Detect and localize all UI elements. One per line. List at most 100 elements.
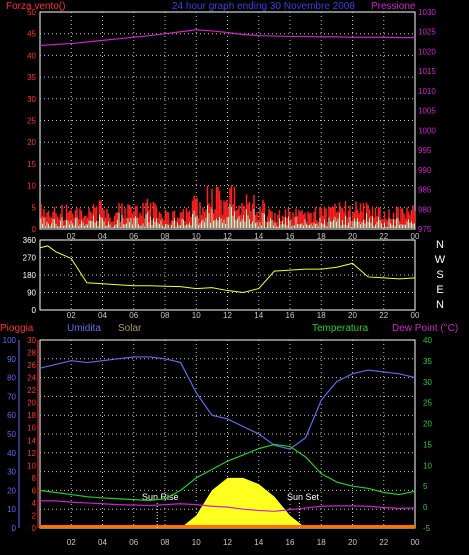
bottom-x-tick-label: 12 bbox=[223, 538, 232, 547]
rain-tick-label: 24 bbox=[27, 374, 36, 383]
mid-x-tick-label: 18 bbox=[317, 311, 326, 320]
top-x-tick-label: 10 bbox=[192, 232, 201, 241]
pressure-tick-label: 985 bbox=[418, 186, 432, 195]
rain-tick-label: 4 bbox=[32, 499, 37, 508]
solar-area bbox=[40, 477, 415, 528]
bottom-x-tick-label: 22 bbox=[379, 538, 388, 547]
bottom-x-tick-label: 20 bbox=[348, 538, 357, 547]
top-x-tick-label: 20 bbox=[348, 232, 357, 241]
bottom-x-tick-label: 06 bbox=[129, 538, 138, 547]
humidity-tick-label: 80 bbox=[7, 374, 16, 383]
wind-tick-label: 0 bbox=[32, 225, 37, 234]
wind-title: Forza vento() bbox=[6, 1, 65, 12]
series-line-temperatura bbox=[39, 443, 416, 502]
wind-tick-label: 10 bbox=[27, 182, 36, 191]
wind-tick-label: 35 bbox=[27, 73, 36, 82]
direction-tick-label: 270 bbox=[23, 254, 37, 263]
pressure-tick-label: 990 bbox=[418, 166, 432, 175]
pressure-tick-label: 980 bbox=[418, 205, 432, 214]
chart-title: 24 hour graph ending 30 Novembre 2008 bbox=[172, 1, 355, 12]
humidity-label: Umidita bbox=[67, 323, 101, 334]
compass-label: W bbox=[435, 254, 446, 266]
wind-tick-label: 40 bbox=[27, 51, 36, 60]
solar-label: Solar bbox=[118, 323, 142, 334]
bottom-x-tick-label: 18 bbox=[317, 538, 326, 547]
mid-x-tick-label: 12 bbox=[223, 311, 232, 320]
mid-x-tick-label: 00 bbox=[411, 311, 420, 320]
compass-label: N bbox=[436, 299, 444, 311]
top-x-tick-label: 12 bbox=[223, 232, 232, 241]
wind-tick-label: 45 bbox=[27, 30, 36, 39]
pressure-tick-label: 995 bbox=[418, 146, 432, 155]
wind-tick-label: 5 bbox=[32, 203, 37, 212]
rain-tick-label: 6 bbox=[32, 486, 37, 495]
compass-label: E bbox=[436, 284, 443, 296]
pressure-tick-label: 1020 bbox=[418, 47, 436, 56]
mid-x-tick-label: 16 bbox=[286, 311, 295, 320]
bottom-x-tick-label: 16 bbox=[286, 538, 295, 547]
direction-tick-label: 180 bbox=[23, 271, 37, 280]
pressure-tick-label: 1030 bbox=[418, 8, 436, 17]
top-panel: Forza vento() 24 hour graph ending 30 No… bbox=[6, 1, 416, 230]
rain-tick-label: 2 bbox=[32, 511, 37, 520]
humidity-tick-label: 60 bbox=[7, 411, 16, 420]
compass-label: N bbox=[436, 239, 444, 251]
bottom-x-tick-label: 02 bbox=[67, 538, 76, 547]
humidity-tick-label: 0 bbox=[12, 524, 17, 533]
direction-tick-label: 0 bbox=[32, 306, 37, 315]
top-x-tick-label: 22 bbox=[379, 232, 388, 241]
rain-tick-label: 30 bbox=[27, 336, 36, 345]
temperature-tick-label: 30 bbox=[423, 378, 432, 387]
pressure-title: Pressione bbox=[371, 1, 416, 12]
temperature-tick-label: -5 bbox=[423, 524, 431, 533]
mid-x-tick-label: 06 bbox=[129, 311, 138, 320]
wind-speed-series bbox=[40, 184, 416, 228]
pressure-tick-label: 1025 bbox=[418, 28, 436, 37]
temperature-tick-label: 0 bbox=[423, 503, 428, 512]
temperature-tick-label: 5 bbox=[423, 482, 428, 491]
top-x-tick-label: 00 bbox=[411, 232, 420, 241]
wind-direction-line bbox=[39, 245, 416, 294]
rain-tick-label: 8 bbox=[32, 474, 37, 483]
sunset-label: Sun Set bbox=[287, 492, 320, 502]
rain-tick-label: 10 bbox=[27, 461, 36, 470]
direction-tick-label: 90 bbox=[27, 289, 36, 298]
wind-tick-label: 30 bbox=[27, 95, 36, 104]
humidity-tick-label: 70 bbox=[7, 392, 16, 401]
temperature-tick-label: 15 bbox=[423, 440, 432, 449]
bottom-x-tick-label: 14 bbox=[254, 538, 263, 547]
rain-label: Pioggia bbox=[0, 323, 34, 334]
sunrise-label: Sun Rise bbox=[142, 492, 179, 502]
top-x-tick-label: 04 bbox=[98, 232, 107, 241]
top-x-tick-label: 06 bbox=[129, 232, 138, 241]
bottom-x-tick-label: 04 bbox=[98, 538, 107, 547]
humidity-tick-label: 30 bbox=[7, 468, 16, 477]
mid-x-tick-label: 14 bbox=[254, 311, 263, 320]
pressure-tick-label: 1000 bbox=[418, 126, 436, 135]
bottom-x-tick-label: 08 bbox=[161, 538, 170, 547]
rain-tick-label: 16 bbox=[27, 424, 36, 433]
temperature-label: Temperatura bbox=[312, 323, 369, 334]
temperature-tick-label: 35 bbox=[423, 357, 432, 366]
temperature-tick-label: 20 bbox=[423, 420, 432, 429]
bottom-x-tick-label: 00 bbox=[411, 538, 420, 547]
rain-tick-label: 26 bbox=[27, 361, 36, 370]
top-x-tick-label: 08 bbox=[161, 232, 170, 241]
pressure-tick-label: 975 bbox=[418, 225, 432, 234]
pressure-tick-label: 1010 bbox=[418, 87, 436, 96]
humidity-tick-label: 40 bbox=[7, 449, 16, 458]
series-line-dew-point-c- bbox=[40, 500, 416, 512]
top-x-tick-label: 18 bbox=[317, 232, 326, 241]
top-x-tick-label: 16 bbox=[286, 232, 295, 241]
rain-tick-label: 12 bbox=[27, 449, 36, 458]
temperature-tick-label: 25 bbox=[423, 399, 432, 408]
rain-tick-label: 18 bbox=[27, 411, 36, 420]
direction-tick-label: 360 bbox=[23, 236, 37, 245]
pressure-line bbox=[39, 29, 415, 47]
wind-tick-label: 20 bbox=[27, 138, 36, 147]
temperature-tick-label: 10 bbox=[423, 461, 432, 470]
mid-x-tick-label: 20 bbox=[348, 311, 357, 320]
mid-x-tick-label: 08 bbox=[161, 311, 170, 320]
